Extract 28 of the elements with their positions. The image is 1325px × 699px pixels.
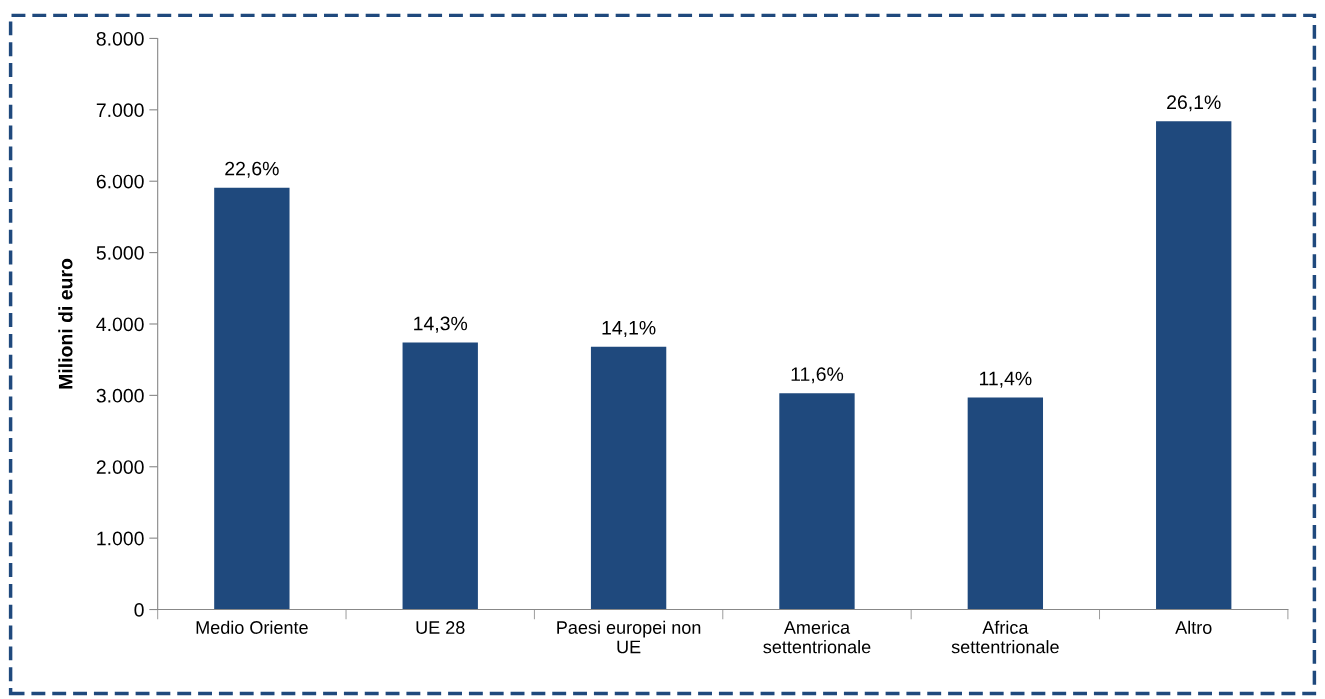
y-tick-label: 4.000 [96, 317, 144, 332]
y-tick-label: 8.000 [96, 31, 144, 46]
y-axis-title: Milioni di euro [58, 258, 73, 389]
x-tick-label: America settentrionale [763, 620, 871, 654]
bar [214, 187, 290, 610]
y-tick-label: 0 [134, 603, 144, 617]
y-tick-label: 7.000 [96, 103, 144, 118]
y-tick-label: 3.000 [96, 388, 144, 403]
x-tick-label: Paesi europei non UE [557, 620, 701, 654]
x-tick-label: Medio Oriente [196, 620, 308, 634]
bar [967, 397, 1044, 610]
annotation: 11,4% [979, 371, 1032, 388]
bar [590, 346, 667, 610]
bar [779, 393, 855, 610]
bar [1156, 121, 1232, 610]
x-tick-label: Africa settentrionale [951, 620, 1059, 654]
x-tick-label: UE 28 [416, 621, 465, 634]
y-tick-label: 5.000 [96, 246, 144, 260]
y-tick-label: 6.000 [96, 174, 144, 189]
x-tick-label: Altro [1175, 620, 1212, 634]
y-tick-label: 1.000 [97, 531, 144, 546]
annotation: 22,6% [225, 161, 279, 178]
annotation: 11,6% [791, 367, 844, 384]
annotation: 14,1% [602, 320, 656, 337]
y-tick-label: 2.000 [96, 460, 144, 474]
annotation: 26,1% [1167, 95, 1221, 112]
annotation: 14,3% [414, 316, 468, 333]
bar [402, 342, 478, 610]
